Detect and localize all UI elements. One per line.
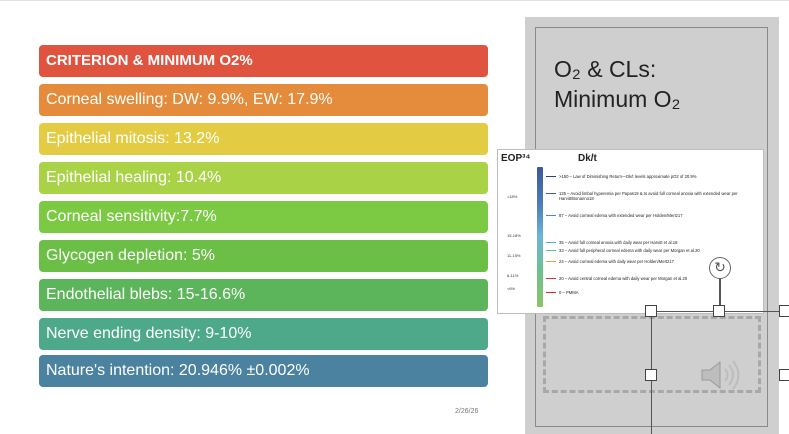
resize-handle-middle-right[interactable]: [779, 369, 789, 381]
criteria-bar-endothelial-blebs[interactable]: Endothelial blebs: 15-16.6%: [39, 279, 488, 311]
resize-handle-top-left[interactable]: [645, 305, 657, 317]
dkt-entry-text: 125 – Avoid limbal hyperemia per Papas19…: [559, 191, 738, 201]
criteria-header-bar[interactable]: CRITERION & MINIMUM O2%: [39, 45, 488, 77]
dkt-entry-text: 87 – Avoid corneal edema with extended w…: [559, 213, 683, 218]
dkt-entry-text: 24 – Avoid corneal edema with daily wear…: [559, 259, 674, 264]
criteria-bar-natures-intention[interactable]: Nature's intention: 20.946% ±0.002%: [39, 355, 488, 387]
eop-header: EOP³⁴: [501, 153, 531, 164]
rotate-handle-icon[interactable]: ↻: [709, 257, 731, 279]
panel-title-line1: O₂ & CLs:: [554, 56, 657, 82]
dkt-entry: 24 – Avoid corneal edema with daily wear…: [546, 259, 674, 269]
range-label: 11-15%: [507, 253, 521, 258]
resize-handle-top-right[interactable]: [779, 305, 789, 317]
range-label: 15-18%: [507, 233, 521, 238]
dkt-entry: 0 – PMMA: [546, 290, 579, 300]
legend-line: [546, 261, 556, 263]
dkt-entry-text: 0 – PMMA: [559, 290, 579, 295]
dkt-entry: >150 – Law of Diminishing Return—Dk/t le…: [546, 174, 696, 184]
legend-line: [546, 250, 556, 252]
dkt-entry: 87 – Avoid corneal edema with extended w…: [546, 213, 683, 223]
dkt-entry: 35 – Avoid full corneal anoxia with dail…: [546, 240, 677, 250]
resize-handle-middle-left[interactable]: [645, 369, 657, 381]
range-label: <6%: [507, 286, 516, 291]
criteria-bar-nerve-ending-density[interactable]: Nerve ending density: 9-10%: [39, 318, 488, 350]
media-placeholder[interactable]: [543, 316, 761, 393]
criteria-bar-corneal-sensitivity[interactable]: Corneal sensitivity:7.7%: [39, 201, 488, 233]
dkt-entry: 33 – Avoid full peripheral corneal edema…: [546, 248, 700, 258]
range-label: >18%: [507, 194, 518, 199]
top-divider: [0, 0, 789, 1]
range-label: 6-11%: [507, 273, 519, 278]
criteria-bar-epithelial-mitosis[interactable]: Epithelial mitosis: 13.2%: [39, 123, 488, 155]
legend-line: [546, 278, 556, 280]
criteria-bar-glycogen-depletion[interactable]: Glycogen depletion: 5%: [39, 240, 488, 272]
resize-handle-top-center[interactable]: [713, 305, 725, 317]
dkt-entry-text: 35 – Avoid full corneal anoxia with dail…: [559, 240, 678, 245]
dkt-entry-text: 20 – Avoid central corneal edema with da…: [559, 276, 688, 281]
legend-line: [546, 215, 556, 217]
criteria-bar-corneal-swelling[interactable]: Corneal swelling: DW: 9.9%, EW: 17.9%: [39, 84, 488, 116]
speaker-icon[interactable]: [700, 359, 744, 391]
panel-title[interactable]: O₂ & CLs: Minimum O₂: [554, 54, 681, 114]
legend-line: [546, 193, 556, 195]
dkt-entry: 125 – Avoid limbal hyperemia per Papas19…: [546, 191, 769, 201]
rotate-connector: [719, 278, 721, 305]
legend-line: [546, 292, 556, 294]
panel-title-line2: Minimum O₂: [554, 86, 681, 112]
legend-line: [546, 242, 556, 244]
dkt-chart-image[interactable]: EOP³⁴ Dk/t >18% 15-18% 11-15% 6-11% <6% …: [497, 149, 764, 314]
dkt-entry-text: >150 – Law of Diminishing Return—Dk/t le…: [559, 174, 697, 179]
slide-date: 2/26/26: [455, 408, 479, 415]
dkt-entry-text: 33 – Avoid full peripheral corneal edema…: [559, 248, 700, 253]
legend-line: [546, 176, 556, 178]
oxygen-gradient-bar: [537, 167, 543, 307]
criteria-bar-epithelial-healing[interactable]: Epithelial healing: 10.4%: [39, 162, 488, 194]
dkt-header: Dk/t: [578, 153, 597, 164]
dkt-entry: 20 – Avoid central corneal edema with da…: [546, 276, 687, 286]
